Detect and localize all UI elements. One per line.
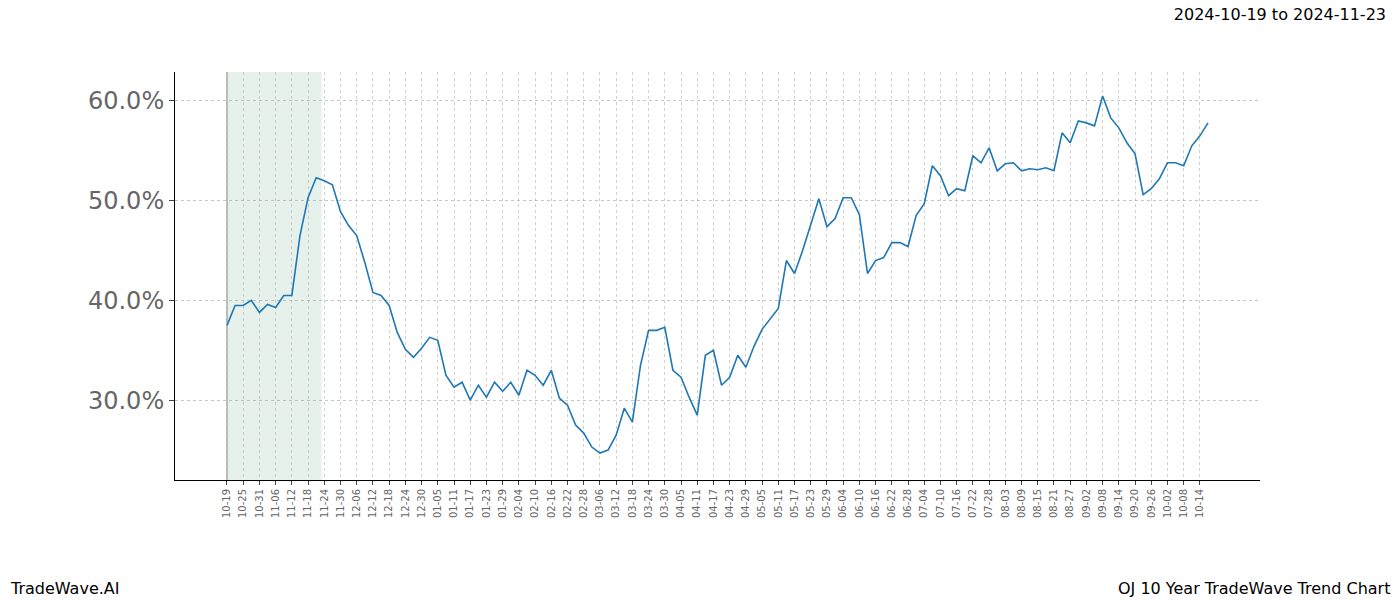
svg-text:10-25: 10-25	[237, 489, 248, 518]
svg-text:04-29: 04-29	[740, 489, 751, 518]
svg-text:11-06: 11-06	[270, 489, 281, 518]
svg-text:08-09: 08-09	[1016, 489, 1027, 518]
svg-text:07-22: 07-22	[967, 489, 978, 518]
svg-text:10-19: 10-19	[221, 489, 232, 518]
svg-text:03-06: 03-06	[594, 489, 605, 518]
svg-text:07-10: 07-10	[935, 489, 946, 518]
svg-text:10-08: 10-08	[1178, 489, 1189, 518]
svg-text:06-04: 06-04	[837, 489, 848, 518]
svg-text:05-29: 05-29	[821, 489, 832, 518]
svg-text:07-04: 07-04	[918, 489, 929, 518]
svg-text:10-31: 10-31	[254, 489, 265, 518]
svg-text:09-08: 09-08	[1097, 489, 1108, 518]
svg-text:09-26: 09-26	[1146, 489, 1157, 518]
svg-text:OJ 10 Year TradeWave Trend Cha: OJ 10 Year TradeWave Trend Chart	[1118, 579, 1390, 598]
svg-text:09-20: 09-20	[1129, 489, 1140, 518]
svg-text:06-22: 06-22	[886, 489, 897, 518]
svg-text:12-12: 12-12	[367, 489, 378, 518]
svg-text:08-15: 08-15	[1032, 489, 1043, 518]
svg-text:04-11: 04-11	[691, 489, 702, 518]
svg-text:02-28: 02-28	[578, 489, 589, 518]
svg-text:03-18: 03-18	[627, 489, 638, 518]
svg-text:04-17: 04-17	[708, 489, 719, 518]
svg-text:2024-10-19 to 2024-11-23: 2024-10-19 to 2024-11-23	[1174, 5, 1386, 24]
svg-text:12-30: 12-30	[416, 489, 427, 518]
svg-text:05-11: 05-11	[773, 489, 784, 518]
svg-text:02-16: 02-16	[546, 489, 557, 518]
svg-text:04-23: 04-23	[724, 489, 735, 518]
svg-text:40.0%: 40.0%	[88, 287, 164, 315]
svg-text:11-24: 11-24	[319, 489, 330, 518]
svg-text:03-24: 03-24	[643, 489, 654, 518]
svg-text:11-18: 11-18	[302, 489, 313, 518]
svg-text:10-02: 10-02	[1162, 489, 1173, 518]
svg-text:02-10: 02-10	[529, 489, 540, 518]
svg-text:01-11: 01-11	[448, 489, 459, 518]
svg-text:09-14: 09-14	[1113, 489, 1124, 518]
svg-text:05-17: 05-17	[789, 489, 800, 518]
svg-text:12-24: 12-24	[400, 489, 411, 518]
svg-text:06-28: 06-28	[902, 489, 913, 518]
svg-text:07-28: 07-28	[983, 489, 994, 518]
svg-text:12-06: 12-06	[351, 489, 362, 518]
svg-text:05-23: 05-23	[805, 489, 816, 518]
svg-text:02-22: 02-22	[562, 489, 573, 518]
svg-text:11-12: 11-12	[286, 489, 297, 518]
svg-text:04-05: 04-05	[675, 489, 686, 518]
svg-text:11-30: 11-30	[335, 489, 346, 518]
svg-text:03-30: 03-30	[659, 489, 670, 518]
svg-text:06-10: 06-10	[854, 489, 865, 518]
svg-text:12-18: 12-18	[383, 489, 394, 518]
svg-text:01-29: 01-29	[497, 489, 508, 518]
svg-text:07-16: 07-16	[951, 489, 962, 518]
svg-text:TradeWave.AI: TradeWave.AI	[10, 579, 119, 598]
svg-text:08-03: 08-03	[1000, 489, 1011, 518]
svg-text:30.0%: 30.0%	[88, 387, 164, 415]
svg-text:50.0%: 50.0%	[88, 187, 164, 215]
svg-text:60.0%: 60.0%	[88, 87, 164, 115]
svg-text:09-02: 09-02	[1081, 489, 1092, 518]
svg-text:02-04: 02-04	[513, 489, 524, 518]
svg-text:01-23: 01-23	[481, 489, 492, 518]
svg-text:08-27: 08-27	[1064, 489, 1075, 518]
svg-text:10-14: 10-14	[1194, 489, 1205, 518]
svg-text:06-16: 06-16	[870, 489, 881, 518]
svg-text:03-12: 03-12	[610, 489, 621, 518]
svg-text:01-17: 01-17	[464, 489, 475, 518]
svg-text:05-05: 05-05	[756, 489, 767, 518]
svg-text:08-21: 08-21	[1048, 489, 1059, 518]
svg-text:01-05: 01-05	[432, 489, 443, 518]
